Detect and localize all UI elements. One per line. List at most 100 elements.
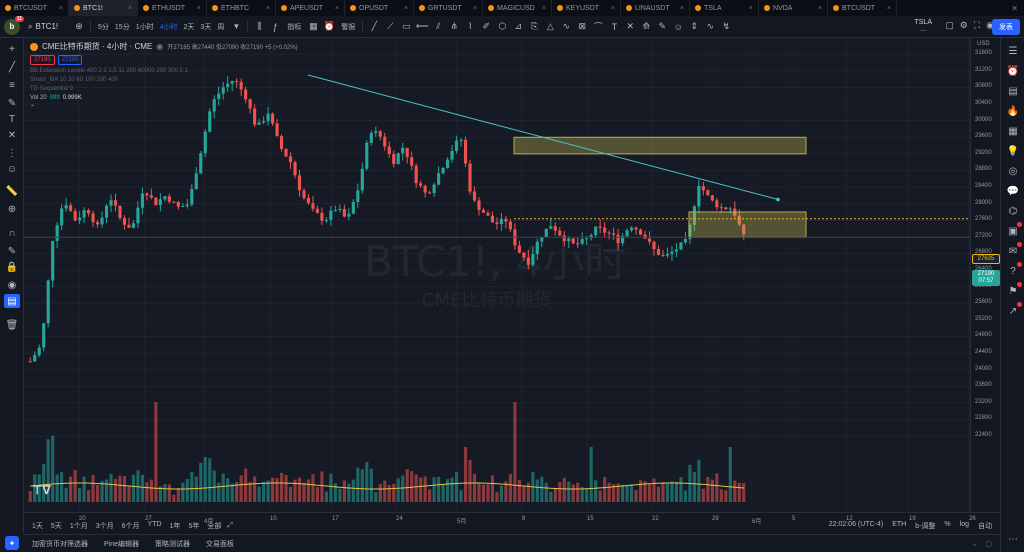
- close-icon[interactable]: ×: [541, 4, 546, 12]
- indicator-legend-2[interactable]: Smart_MA 10 20 60 100 200 400: [30, 77, 119, 83]
- close-icon[interactable]: ×: [403, 4, 408, 12]
- screener-icon[interactable]: ⌬: [1008, 205, 1018, 217]
- close-icon[interactable]: ×: [472, 4, 477, 12]
- fib-tool-icon[interactable]: ⋮: [7, 147, 17, 159]
- layout-icon[interactable]: ▦: [309, 21, 318, 31]
- sell-price-chip[interactable]: 27190: [30, 55, 55, 65]
- magnet-icon[interactable]: ∩: [8, 227, 16, 239]
- candle-type-icon[interactable]: ⫼: [257, 21, 262, 31]
- pattern-tool-icon[interactable]: ✕: [7, 129, 17, 141]
- watchlist-icon[interactable]: ☰: [1008, 45, 1018, 57]
- pen-tool-icon[interactable]: ✐: [482, 21, 491, 31]
- line-tool-icon[interactable]: ╱: [371, 21, 378, 31]
- bottom-tab[interactable]: 加密货币对筛选器: [32, 540, 88, 548]
- text-tool-icon[interactable]: T: [8, 113, 16, 125]
- browser-tab[interactable]: BTCUSDT ×: [828, 0, 897, 16]
- close-icon[interactable]: ×: [817, 4, 822, 12]
- ideas-icon[interactable]: 💡: [1006, 145, 1020, 157]
- bottom-panel-logo[interactable]: ✦: [5, 536, 19, 550]
- lock-drawing-icon[interactable]: ✎: [7, 245, 17, 257]
- data-window-icon[interactable]: ▤: [1008, 85, 1018, 97]
- close-icon[interactable]: ×: [127, 4, 132, 12]
- browser-tab[interactable]: NVDA ×: [759, 0, 828, 16]
- flag-icon[interactable]: ⚑: [1005, 282, 1022, 298]
- sticker-icon[interactable]: ☺: [673, 21, 683, 32]
- rect-tool-icon[interactable]: ▭: [402, 21, 411, 31]
- measure-tool-icon[interactable]: ⊿: [514, 21, 523, 31]
- percent-toggle[interactable]: %: [944, 520, 951, 528]
- tab-close-icon[interactable]: ✕: [1011, 3, 1018, 13]
- path-tool-icon[interactable]: ⌇: [468, 21, 473, 31]
- fullscreen-icon[interactable]: ⛶: [973, 20, 981, 30]
- browser-tab[interactable]: BTC1! ×: [69, 0, 138, 16]
- range-button[interactable]: 3个月: [95, 522, 114, 530]
- goto-date-icon[interactable]: ⤢: [227, 521, 233, 529]
- ticker-chip[interactable]: TSLA —: [914, 19, 932, 34]
- interval-button[interactable]: 周: [217, 23, 225, 31]
- trading-icon[interactable]: ↗: [1005, 302, 1022, 318]
- indicator-legend-3[interactable]: TD Sequential 9: [30, 86, 74, 92]
- close-icon[interactable]: ×: [265, 4, 270, 12]
- sine-tool-icon[interactable]: ∿: [706, 21, 715, 31]
- wave-tool-icon[interactable]: ∿: [562, 21, 571, 31]
- browser-tab[interactable]: ETHBTC ×: [207, 0, 276, 16]
- cross-tool-icon[interactable]: ✕: [626, 21, 635, 31]
- note-tool-icon[interactable]: ⎘: [530, 21, 538, 31]
- help-icon[interactable]: ?: [1005, 262, 1022, 278]
- browser-tab[interactable]: LINAUSDT ×: [621, 0, 690, 16]
- crosshair-icon[interactable]: +: [9, 43, 15, 55]
- add-symbol-icon[interactable]: ⊕: [75, 21, 83, 31]
- maximize-panel-icon[interactable]: ▢: [985, 540, 992, 548]
- eye-icon[interactable]: ◉: [156, 42, 164, 51]
- clock[interactable]: 22:02:06 (UTC-4): [828, 520, 884, 528]
- browser-tab[interactable]: TSLA ×: [690, 0, 759, 16]
- ruler-icon[interactable]: 📏: [5, 185, 19, 197]
- range-button[interactable]: 5年: [188, 522, 200, 530]
- zoom-icon[interactable]: ⊕: [7, 203, 17, 215]
- interval-button[interactable]: 1小时: [135, 23, 154, 31]
- chart-pane[interactable]: BTC1!, 4小时 CME比特币期货 ⊤∇ CME比特币期货 · 4小时 · …: [24, 38, 970, 512]
- settings-icon[interactable]: ⚙: [959, 20, 968, 30]
- adjust-toggle[interactable]: b-调整: [915, 522, 936, 530]
- auto-toggle[interactable]: 自动: [978, 522, 992, 530]
- symbol-search[interactable]: ⌕ BTC1!: [28, 22, 70, 32]
- time-axis[interactable]: 20 27 4月 10 17 24 5月 8 15 22 29 6月 5 12 19 26: [24, 512, 1000, 526]
- session-toggle[interactable]: ETH: [892, 520, 907, 528]
- object-tree-icon[interactable]: ▤: [4, 294, 20, 308]
- close-icon[interactable]: ×: [748, 4, 753, 12]
- browser-tab[interactable]: KEYUSDT ×: [552, 0, 621, 16]
- indicators-icon[interactable]: ƒ: [272, 21, 278, 32]
- range-button[interactable]: YTD: [147, 520, 162, 528]
- bottom-tab[interactable]: 策略测试器: [155, 540, 191, 548]
- candlestick-chart[interactable]: ⊤∇: [24, 38, 970, 512]
- more-icon[interactable]: ⋯: [1008, 533, 1018, 545]
- triangle-tool-icon[interactable]: △: [546, 21, 554, 31]
- camera-icon[interactable]: ◉: [986, 20, 994, 30]
- brush-tool-icon[interactable]: ✎: [658, 21, 667, 31]
- trendline-tool-icon[interactable]: ╱: [8, 61, 16, 73]
- close-icon[interactable]: ×: [886, 4, 891, 12]
- range-button[interactable]: 6个月: [121, 522, 140, 530]
- streams-icon[interactable]: ◎: [1008, 165, 1018, 177]
- collapse-panel-icon[interactable]: ⌄: [971, 540, 978, 548]
- bottom-tab[interactable]: Pine编辑器: [104, 540, 140, 548]
- chat-icon[interactable]: 💬: [1006, 185, 1020, 197]
- trash-icon[interactable]: 🗑: [5, 319, 19, 331]
- range-button[interactable]: 1个月: [69, 522, 88, 530]
- range-button[interactable]: 5天: [50, 522, 62, 530]
- brush-icon[interactable]: ✎: [7, 97, 17, 109]
- text-note-icon[interactable]: T: [611, 21, 618, 32]
- currency-unit[interactable]: USD: [977, 41, 990, 47]
- alerts-icon[interactable]: ⏰: [1006, 65, 1020, 77]
- arrow-tool-icon[interactable]: ⟵: [415, 21, 429, 31]
- browser-tab[interactable]: ETHUSDT ×: [138, 0, 207, 16]
- calendar-icon[interactable]: ▦: [1008, 125, 1018, 137]
- browser-tab[interactable]: OPUSDT ×: [345, 0, 414, 16]
- range-button[interactable]: 1天: [32, 522, 43, 530]
- bottom-tab[interactable]: 交易面板: [206, 540, 235, 548]
- price-axis[interactable]: USD 31600 31200 30800 30400 30000 29600 29200 2…: [970, 38, 1000, 512]
- interval-button[interactable]: 4小时: [159, 23, 178, 31]
- visibility-icon[interactable]: ◉: [7, 279, 17, 291]
- chevron-down-icon[interactable]: ▾: [234, 21, 239, 31]
- interval-button[interactable]: 3天: [200, 23, 212, 31]
